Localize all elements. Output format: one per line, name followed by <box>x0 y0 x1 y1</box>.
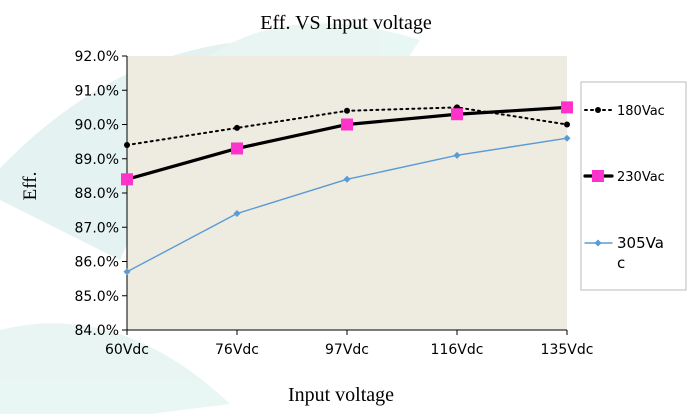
series-230Vac <box>121 101 573 186</box>
legend-label: 230Vac <box>617 170 665 185</box>
y-tick-label: 85.0% <box>75 289 119 305</box>
data-point-305Vac <box>343 175 351 183</box>
y-tick-label: 89.0% <box>75 152 119 168</box>
data-point-230Vac <box>231 142 243 155</box>
x-tick-label: 116Vdc <box>431 342 484 358</box>
x-tick-label: 60Vdc <box>105 342 149 358</box>
x-axis: 60Vdc 76Vdc 97Vdc 116Vdc 135Vdc <box>105 329 594 358</box>
data-point-305Vac <box>453 151 461 159</box>
data-point-305Vac <box>563 134 571 142</box>
legend-entry-305Vac: 305Va c <box>584 234 664 272</box>
legend-marker <box>592 170 604 182</box>
data-point-180Vac <box>124 142 130 149</box>
data-point-230Vac <box>561 101 573 114</box>
y-tick-label: 90.0% <box>75 118 119 134</box>
data-point-230Vac <box>451 108 463 121</box>
data-point-230Vac <box>341 118 353 131</box>
y-tick-label: 91.0% <box>75 83 119 99</box>
chart-title: Eff. VS Input voltage <box>260 12 432 34</box>
x-tick-label: 135Vdc <box>541 342 594 358</box>
legend-box <box>580 81 687 291</box>
x-axis-label: Input voltage <box>288 384 394 406</box>
y-tick-label: 86.0% <box>75 255 119 271</box>
legend-marker <box>595 107 601 113</box>
x-tick-label: 76Vdc <box>215 342 259 358</box>
y-axis-label: Eff. <box>20 172 41 201</box>
x-tick-label: 97Vdc <box>325 342 369 358</box>
legend-label: 180Vac <box>617 104 665 119</box>
legend-entry-180Vac: 180Vac <box>584 104 665 119</box>
y-tick-label: 88.0% <box>75 186 119 202</box>
legend-label: 305Va <box>617 234 664 252</box>
y-tick-label: 92.0% <box>75 49 119 65</box>
legend-marker <box>594 239 602 247</box>
data-point-180Vac <box>564 121 570 128</box>
series-layer <box>121 101 573 276</box>
data-point-180Vac <box>344 107 350 114</box>
data-point-230Vac <box>121 173 133 186</box>
data-point-305Vac <box>233 210 241 218</box>
legend-entry-230Vac: 230Vac <box>583 170 665 185</box>
plot-area <box>127 56 567 330</box>
legend-label: c <box>617 254 625 272</box>
data-point-180Vac <box>234 124 240 131</box>
y-tick-label: 87.0% <box>75 220 119 236</box>
y-tick-label: 84.0% <box>75 323 119 339</box>
data-point-305Vac <box>123 268 131 276</box>
y-axis: 84.0% 85.0% 86.0% 87.0% 88.0% 89.0% 90.0% 91.0%… <box>75 49 128 339</box>
legend: 180Vac 230Vac 305Va c <box>580 81 687 291</box>
series-305Vac <box>123 134 571 276</box>
